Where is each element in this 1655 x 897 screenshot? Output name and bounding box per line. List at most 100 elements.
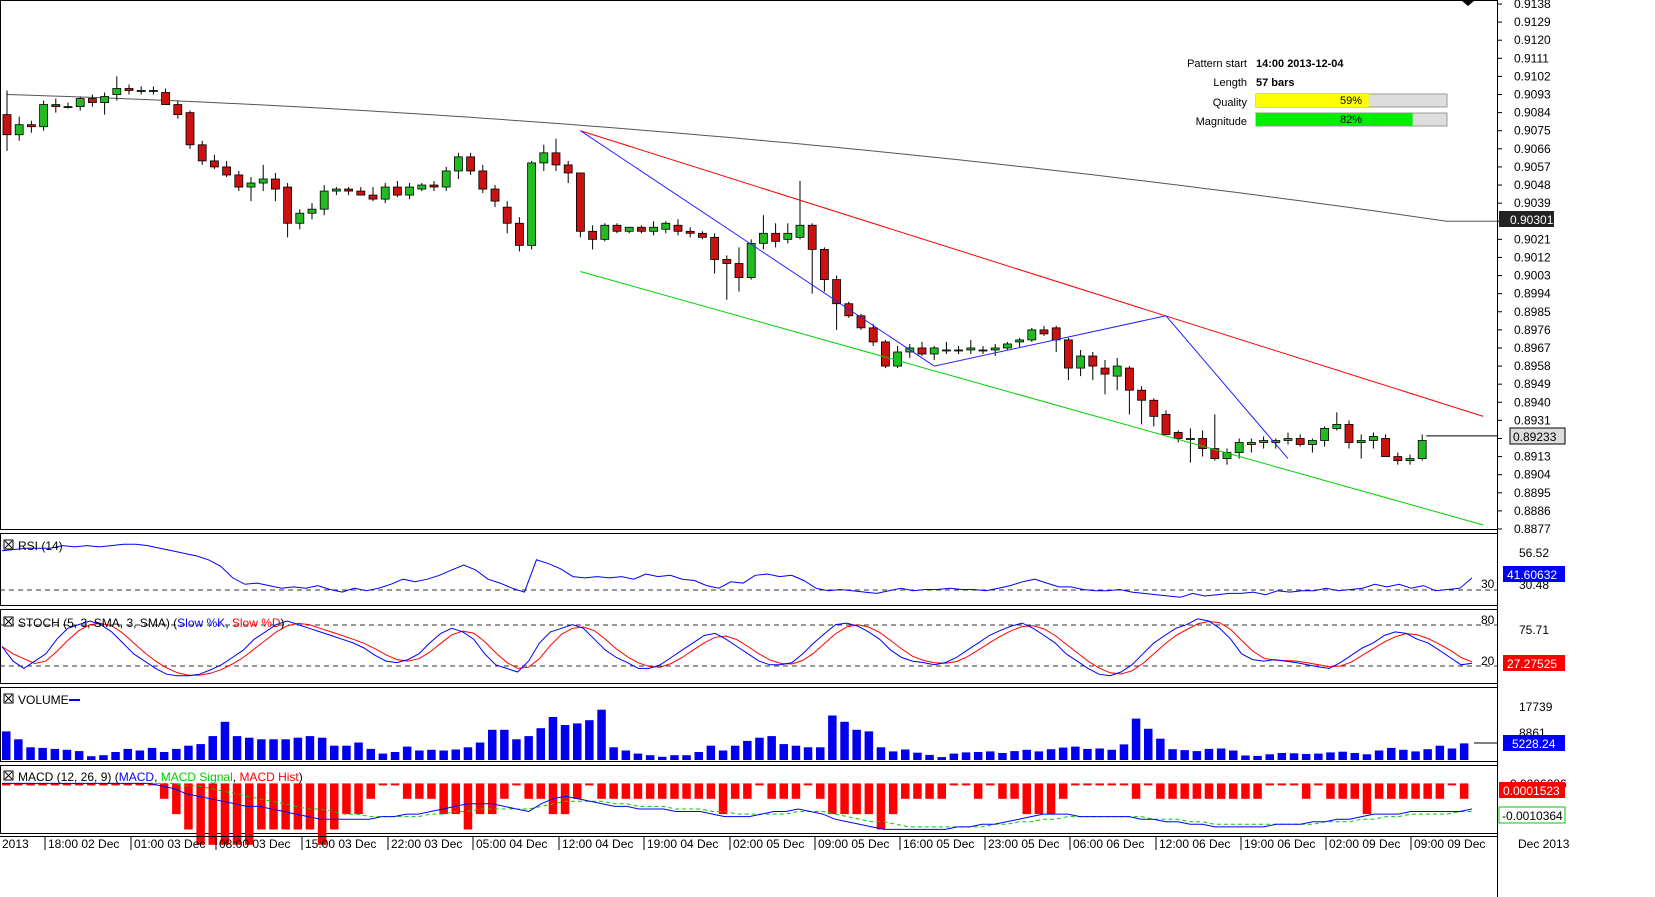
macd-hist-bar (38, 783, 47, 786)
time-tick-label: 19:00 04 Dec (647, 837, 718, 851)
macd-hist-current-badge (1499, 782, 1565, 798)
volume-bar (670, 755, 679, 760)
volume-bar (257, 739, 266, 760)
volume-bar (816, 747, 825, 760)
candles (2, 76, 1497, 465)
candle-body (270, 178, 280, 190)
volume-bar (293, 737, 303, 760)
macd-hist-bar (451, 783, 460, 815)
macd-hist-bar (694, 783, 703, 799)
volume-bar (330, 745, 339, 760)
magnitude-bar-fill (1256, 113, 1413, 126)
candle-body (515, 222, 524, 246)
volume-title: VOLUME (18, 693, 69, 707)
candle (39, 100, 48, 131)
magnitude-label: Magnitude (1196, 116, 1247, 128)
macd-hist-bar (463, 783, 473, 830)
candle (270, 172, 280, 202)
macd-hist-bar (184, 783, 193, 830)
volume-pane: VOLUME 17739 8861 5228.24 (0, 687, 1565, 762)
candle-body (1137, 389, 1146, 401)
candle (14, 116, 24, 141)
candle-body (197, 144, 207, 162)
macd-hist-bar (1411, 783, 1420, 799)
candle (185, 110, 195, 149)
macd-hist-bar (1180, 783, 1189, 799)
candle-body (746, 242, 756, 278)
stoch-slow-d-line (1, 620, 1473, 676)
candle-body (39, 104, 48, 128)
candle (88, 94, 97, 107)
volume-bar (196, 744, 205, 760)
volume-bar (1216, 748, 1226, 760)
macd-hist-bar (99, 783, 108, 786)
candle-body (710, 236, 719, 260)
candle (588, 225, 597, 250)
volume-bar (111, 752, 120, 760)
volume-bar (38, 747, 47, 760)
rsi-current-badge (1503, 566, 1565, 582)
macd-hist-bar (1083, 783, 1092, 786)
macd-hist-bar (1156, 783, 1165, 799)
price-pane: Pattern start 14:00 2013-12-04 Length 57… (0, 0, 1498, 530)
candle (173, 100, 183, 119)
volume-bar (317, 737, 327, 760)
stoch-axis-label: 75.71 (1519, 623, 1549, 637)
candle-body (1076, 355, 1085, 369)
candle (1088, 351, 1098, 381)
candle (478, 164, 488, 194)
price-tick-label: 0.9111 (1514, 51, 1549, 65)
resistance-line (580, 130, 1484, 417)
candle-body (1405, 458, 1415, 462)
macd-histogram (2, 783, 1469, 845)
candle (490, 185, 500, 208)
candle-body (893, 351, 902, 367)
candle-body (246, 182, 256, 188)
macd-hist-bar (913, 783, 922, 799)
candle (1247, 438, 1256, 453)
candle-body (1027, 329, 1037, 341)
volume-bar (876, 747, 886, 760)
candle (954, 345, 963, 354)
volume-bar (621, 750, 631, 760)
volume-bar (1229, 750, 1238, 760)
candle-body (771, 232, 780, 242)
volume-bar (1314, 753, 1323, 760)
candle-body (1149, 399, 1159, 417)
candle-body (1198, 438, 1207, 449)
candle (1308, 438, 1317, 453)
macd-hist-bar (1338, 783, 1347, 799)
stoch-title: STOCH (5, 3, SMA, 3, SMA) (Slow %K, Slow… (18, 616, 285, 630)
candle (795, 181, 805, 240)
volume-bar (1387, 747, 1396, 760)
time-tick-label: 22:00 03 Dec (391, 837, 462, 851)
candle (344, 187, 354, 196)
volume-bar (755, 737, 764, 760)
candle-body (1369, 436, 1378, 441)
candle (1125, 366, 1134, 415)
candle-body (576, 172, 585, 232)
candle (978, 345, 988, 354)
candle-body (978, 349, 988, 352)
macd-line (2, 782, 1473, 830)
candle (710, 233, 719, 274)
scroll-marker-icon[interactable] (1461, 0, 1475, 6)
volume-bar (730, 745, 740, 760)
time-tick-label: 2013 (2, 837, 29, 851)
price-tick-label: 0.8967 (1514, 341, 1551, 355)
macd-hist-bar (245, 783, 254, 845)
macd-hist-bar (2, 783, 11, 786)
macd-hist-bar (50, 783, 60, 786)
volume-bar (609, 747, 618, 760)
volume-bar (998, 753, 1007, 760)
price-tick-label: 0.9048 (1514, 178, 1551, 192)
candle-body (88, 98, 97, 103)
candle (771, 223, 780, 248)
stoch-current-badge (1503, 655, 1565, 671)
volume-bar (1107, 749, 1116, 760)
stoch-legend-k: Slow %K (177, 616, 225, 630)
volume-bar (937, 757, 946, 760)
volume-bar (208, 736, 217, 760)
moving-average-line (6, 94, 1497, 222)
candle (441, 166, 451, 192)
